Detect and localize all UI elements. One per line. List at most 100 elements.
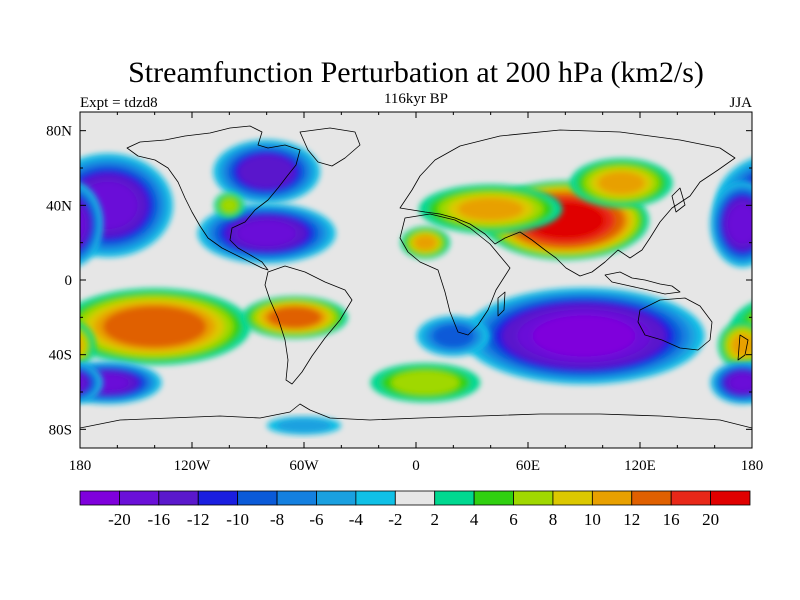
colorbar-label-8: 2 (430, 510, 439, 529)
colorbar-box-9 (434, 490, 475, 506)
contour-level-15-2 (220, 197, 238, 213)
contour-feature-wrap-12 (80, 182, 104, 266)
contour-feature-14 (710, 361, 752, 405)
colorbar-label-4: -8 (270, 510, 284, 529)
contour-level-1-4 (458, 197, 524, 221)
coastline-eurasia (399, 129, 736, 277)
contour-level-17-1 (276, 418, 332, 433)
contour-level-4-2 (748, 317, 752, 337)
chart-subtitle-center: 116kyr BP (384, 91, 448, 107)
contour-level-9-6 (237, 220, 297, 247)
colorbar-label-13: 12 (623, 510, 640, 529)
y-tick-label-0: 80N (46, 124, 72, 140)
contour-level-11-6 (750, 197, 752, 214)
contour-feature-8 (416, 315, 490, 357)
colorbar-label-14: 16 (663, 510, 680, 529)
x-tick-label-4: 60E (516, 458, 540, 474)
colorbar-box-0 (79, 490, 120, 506)
y-tick-label-4: 80S (49, 422, 72, 438)
coastline-japan (671, 187, 686, 213)
coastline-layer (80, 125, 752, 429)
colorbar: -20 -16 -12 -10 -8 -6 -4 -2 2 4 6 8 10 12 16 20 (79, 490, 751, 529)
colorbar-label-11: 8 (549, 510, 558, 529)
contour-level-4-5 (103, 306, 207, 348)
y-tick-label-3: 40S (49, 348, 72, 364)
contour-level-4-3 (757, 299, 800, 355)
colorbar-label-7: -2 (388, 510, 402, 529)
contour-feature-6 (718, 320, 752, 370)
coastline-north-america (126, 125, 301, 271)
colorbar-label-5: -6 (309, 510, 323, 529)
contour-feature-12 (710, 180, 752, 268)
contour-feature-4 (80, 288, 251, 366)
colorbar-box-15 (670, 490, 711, 506)
contour-feature-wrap-14 (80, 362, 103, 404)
colorbar-label-1: -16 (147, 510, 170, 529)
y-tick-label-1: 40N (46, 198, 72, 214)
colorbar-label-2: -12 (187, 510, 210, 529)
colorbar-box-4 (237, 490, 278, 506)
contour-level-10-5 (237, 154, 296, 189)
chart-title: Streamfunction Perturbation at 200 hPa (… (128, 56, 704, 89)
colorbar-box-10 (473, 490, 514, 506)
colorbar-label-9: 4 (470, 510, 479, 529)
contour-feature-5 (241, 296, 348, 339)
contour-level-12-6 (80, 208, 86, 240)
x-tick-label-5: 120E (624, 458, 656, 474)
contour-feature-2 (570, 158, 673, 208)
chart-subtitle-right: JJA (729, 95, 752, 111)
contour-feature-13 (80, 361, 162, 405)
colorbar-box-11 (513, 490, 554, 506)
contour-feature-7 (463, 287, 705, 385)
colorbar-box-16 (710, 490, 751, 506)
contour-feature-9 (197, 203, 336, 264)
x-tick-label-0: 180 (69, 458, 92, 474)
contour-level-4-5 (775, 306, 800, 347)
contour-level-6-3 (80, 334, 86, 357)
contour-level-12-6 (727, 204, 752, 244)
contour-level-13-5 (749, 378, 752, 388)
coastline-greenland (299, 127, 361, 167)
colorbar-box-2 (158, 490, 199, 506)
x-tick-label-2: 60W (289, 458, 319, 474)
colorbar-label-3: -10 (226, 510, 249, 529)
contour-feature-1 (418, 184, 563, 234)
colorbar-label-15: 20 (702, 510, 719, 529)
colorbar-box-1 (119, 490, 160, 506)
colorbar-box-6 (316, 490, 357, 506)
coastline-africa (399, 213, 511, 336)
contour-level-16-2 (391, 370, 460, 395)
contour-feature-3 (400, 226, 450, 260)
contour-level-14-6 (730, 374, 752, 392)
colorbar-box-3 (197, 490, 239, 506)
colorbar-label-10: 6 (509, 510, 518, 529)
contour-level-14-5 (80, 372, 89, 394)
coastline-madagascar (497, 291, 506, 317)
colorbar-box-14 (631, 490, 672, 506)
contour-level-4-4 (766, 302, 800, 350)
y-axis: 80N 40N 0 40S 80S (46, 124, 752, 438)
contour-level-13-4 (745, 374, 752, 392)
x-axis: 180 120W 60W 0 60E 120E 180 (69, 112, 764, 474)
x-tick-label-6: 180 (741, 458, 764, 474)
contour-level-3-4 (414, 235, 437, 251)
colorbar-box-8 (394, 490, 436, 506)
contour-feature-15 (214, 191, 245, 219)
colorbar-label-0: -20 (108, 510, 131, 529)
contour-feature-16 (370, 363, 481, 403)
map-plot-area (79, 111, 800, 449)
contour-layer (80, 139, 800, 435)
coastline-south-america (264, 265, 353, 385)
x-tick-label-1: 120W (174, 458, 212, 474)
contour-level-6-4 (731, 334, 752, 357)
chart-subtitle-left: Expt = tdzd8 (80, 95, 158, 111)
colorbar-box-5 (276, 490, 317, 506)
coastline-antarctica (80, 403, 752, 429)
contour-level-14-6 (80, 377, 84, 389)
colorbar-box-13 (591, 490, 633, 506)
y-tick-label-2: 0 (65, 273, 73, 289)
contour-feature-17 (266, 416, 342, 435)
coastline-indonesia (604, 271, 681, 295)
x-tick-label-3: 0 (412, 458, 420, 474)
